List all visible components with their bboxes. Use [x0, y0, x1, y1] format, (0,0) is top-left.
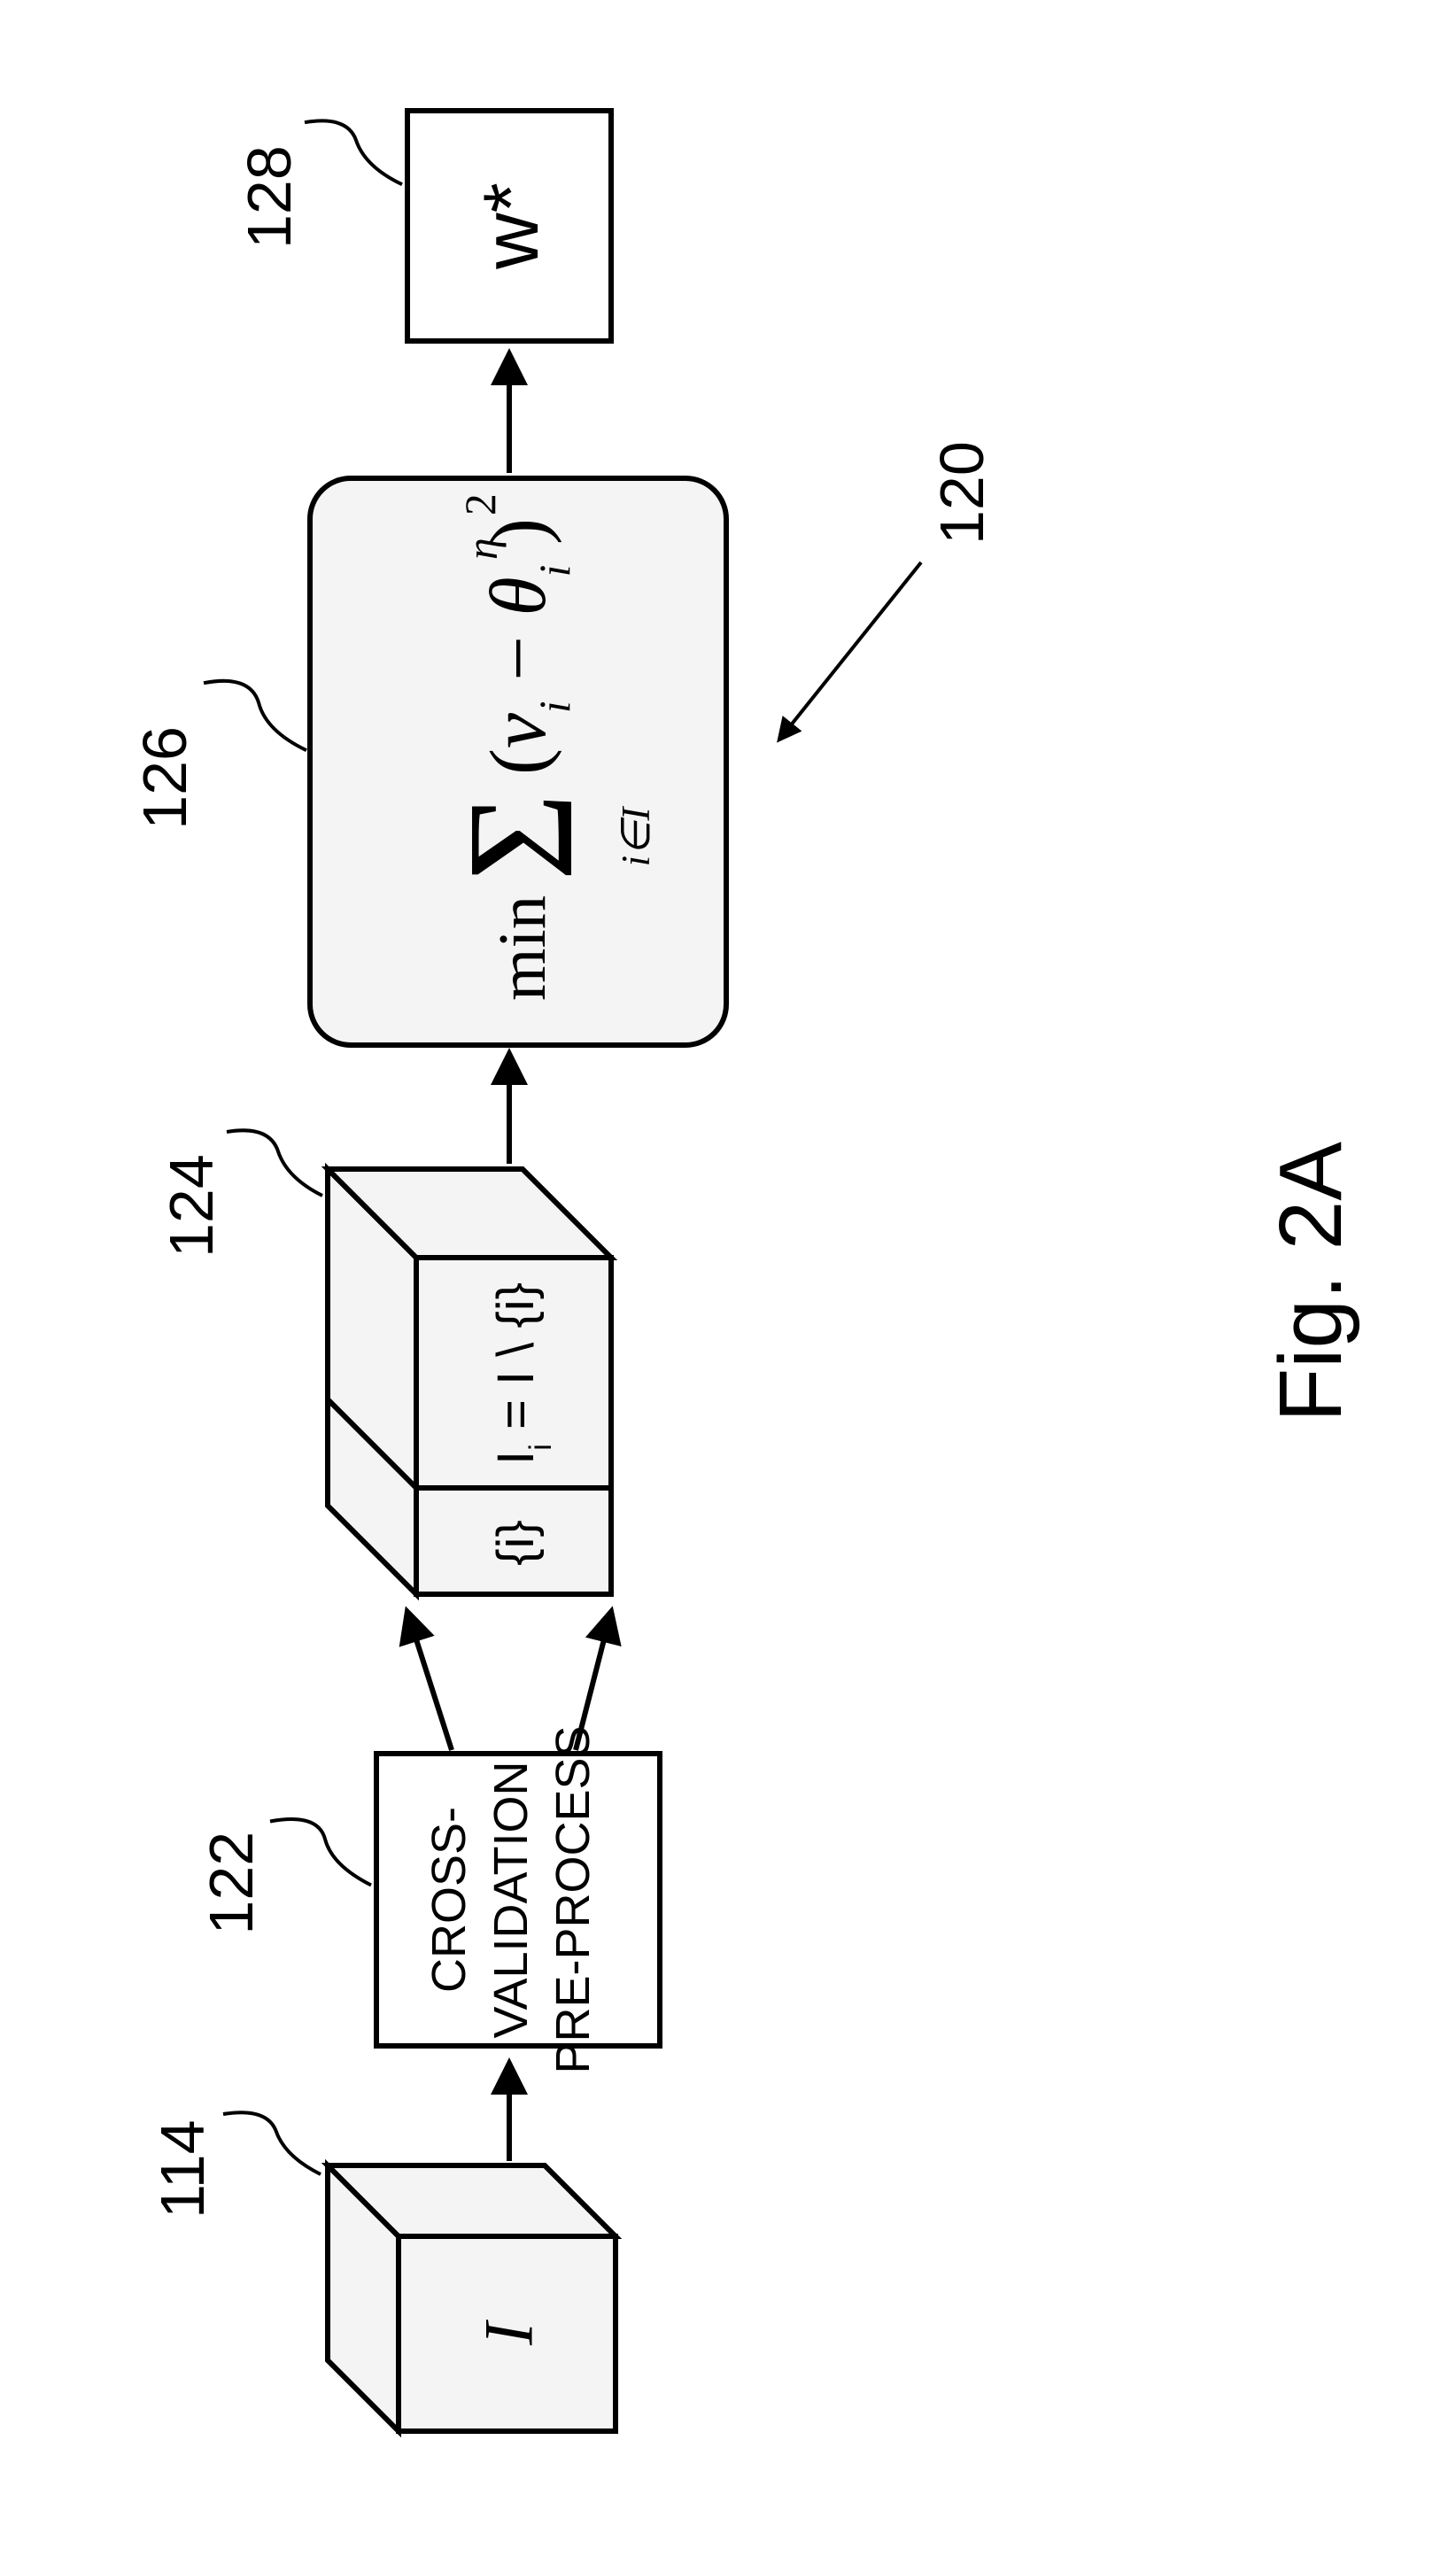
split-left-label: {i}: [487, 1520, 545, 1566]
output-label: w*: [467, 182, 554, 270]
preprocess-line-2: VALIDATION: [484, 1761, 538, 2038]
ref-leader-128: [305, 120, 402, 184]
figure-caption: Fig. 2A: [1261, 1142, 1360, 1422]
input-label: I: [470, 2319, 547, 2346]
obj-min: min: [484, 895, 560, 1001]
ref-leader-122: [270, 1819, 371, 1886]
obj-sigma: Σ: [437, 793, 604, 881]
diagram-strip: I114CROSS-VALIDATIONPRE-PROCESS122{i}Ii …: [130, 111, 1360, 2431]
ref-114: 114: [148, 2119, 217, 2219]
ref-126: 126: [130, 726, 199, 830]
preprocess-line-3: PRE-PROCESS: [546, 1725, 600, 2073]
ref-124: 124: [157, 1154, 226, 1258]
preprocess-line-1: CROSS-: [422, 1807, 476, 1993]
ref-128: 128: [235, 145, 304, 249]
obj-close: ): [475, 518, 562, 545]
obj-sigma-sub: i∈I: [614, 806, 658, 867]
ref-120: 120: [927, 441, 996, 545]
ref-122: 122: [197, 1832, 266, 1935]
obj-sq: 2: [456, 493, 505, 515]
ref-arrow-120: [779, 562, 921, 740]
ref-leader-124: [227, 1130, 322, 1196]
arrow-2a: [407, 1612, 452, 1750]
ref-leader-114: [223, 2112, 321, 2174]
ref-leader-126: [204, 681, 306, 750]
